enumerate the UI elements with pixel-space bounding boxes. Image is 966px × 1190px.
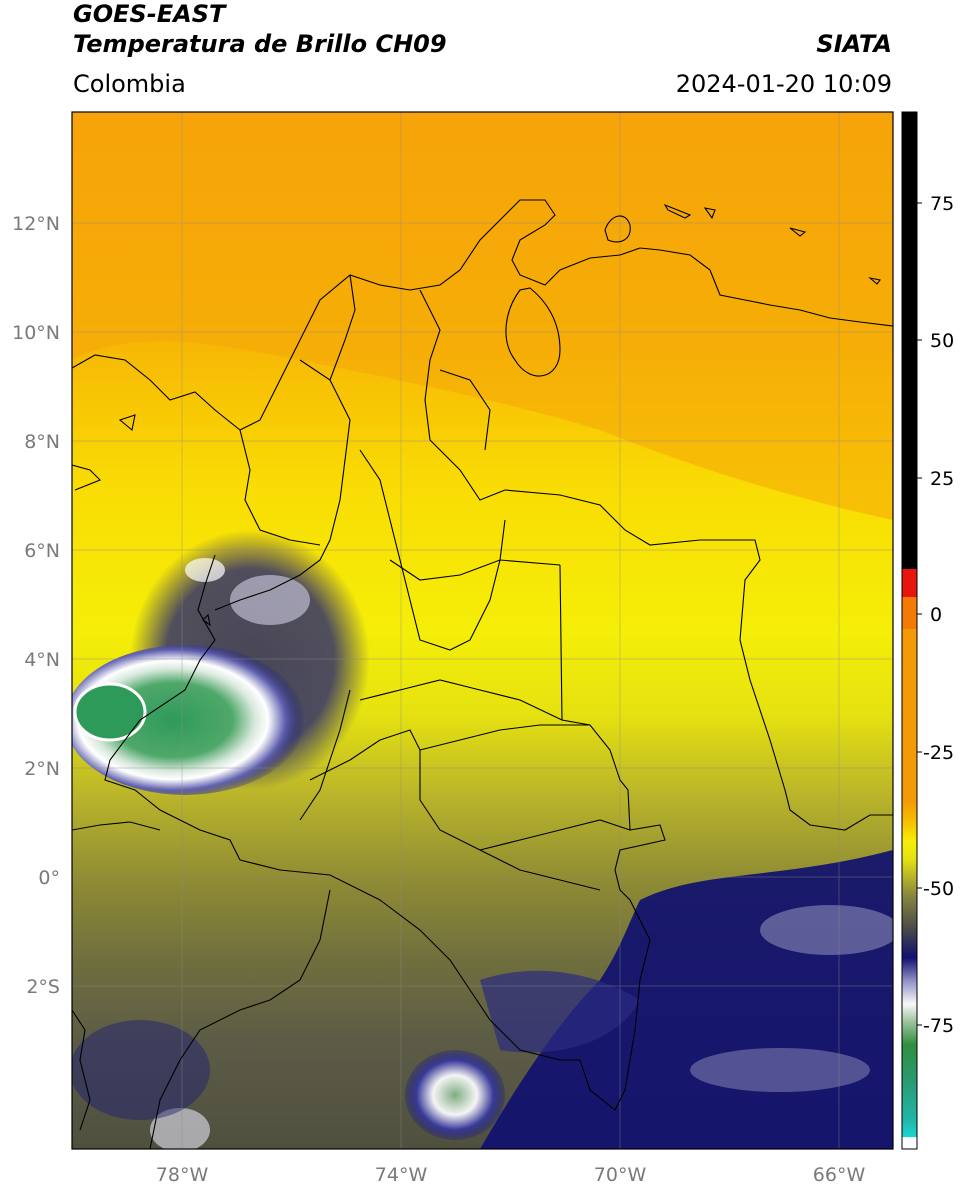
graticule <box>72 112 893 1149</box>
colorbar-tick-neg25: -25 <box>923 742 954 764</box>
lat-tick-10n: 10°N <box>12 322 60 344</box>
colorbar-gradient <box>902 569 917 1149</box>
latitude-ticks: 12°N 10°N 8°N 6°N 4°N 2°N 0° 2°S <box>12 213 60 998</box>
lon-tick-78w: 78°W <box>156 1164 209 1186</box>
colorbar-red-segment <box>902 569 917 597</box>
colorbar-tick-neg50: -50 <box>923 878 954 900</box>
lat-tick-8n: 8°N <box>24 431 60 453</box>
lat-tick-2s: 2°S <box>26 976 60 998</box>
lat-tick-2n: 2°N <box>24 758 60 780</box>
colorbar: 75 50 25 0 -25 -50 -75 <box>901 111 954 1150</box>
lat-tick-6n: 6°N <box>24 540 60 562</box>
lat-tick-0: 0° <box>38 867 60 889</box>
lat-tick-4n: 4°N <box>24 649 60 671</box>
region-label: Colombia <box>73 70 186 98</box>
borders <box>72 199 893 1149</box>
map-frame <box>71 111 894 1150</box>
colorbar-black-segment <box>902 112 917 569</box>
colorbar-tick-50: 50 <box>930 330 954 352</box>
map-panel <box>72 112 893 1149</box>
colorbar-tick-75: 75 <box>930 193 954 215</box>
lon-tick-70w: 70°W <box>594 1164 647 1186</box>
brand-label: SIATA <box>816 30 892 58</box>
datetime-label: 2024-01-20 10:09 <box>675 70 892 98</box>
lon-tick-74w: 74°W <box>375 1164 428 1186</box>
title-product: Temperatura de Brillo CH09 <box>73 30 447 58</box>
lon-tick-66w: 66°W <box>813 1164 866 1186</box>
longitude-ticks: 78°W 74°W 70°W 66°W <box>156 1164 866 1186</box>
colorbar-tick-25: 25 <box>930 468 954 490</box>
colorbar-tick-0: 0 <box>930 604 942 626</box>
title-satellite: GOES-EAST <box>73 0 226 28</box>
colorbar-tick-neg75: -75 <box>923 1015 954 1037</box>
lat-tick-12n: 12°N <box>12 213 60 235</box>
